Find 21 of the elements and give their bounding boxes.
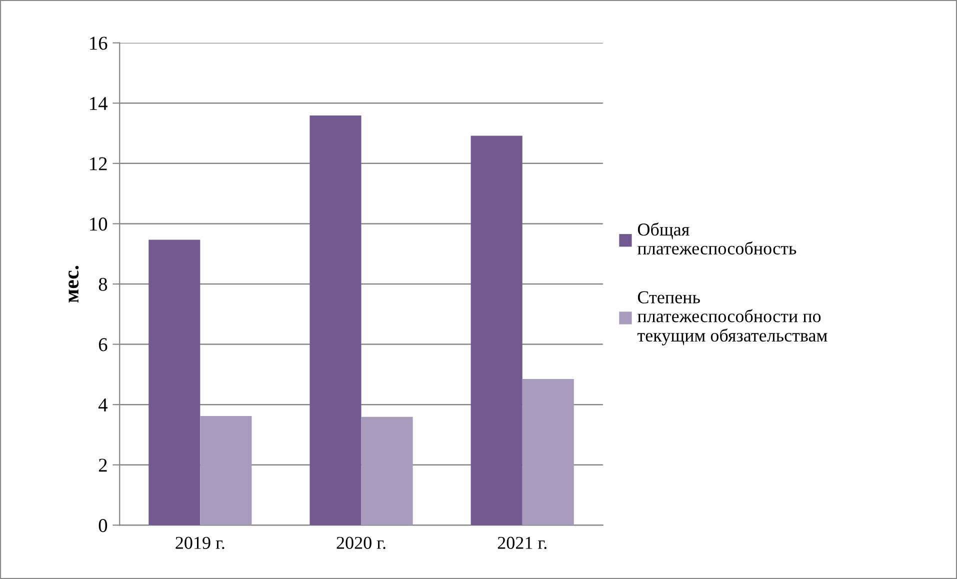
legend-label: Степень платежеспособности по текущим обязательствам (637, 291, 828, 346)
y-tick-label: 10 (90, 218, 108, 231)
x-tick-label: 2019 г. (176, 536, 224, 550)
y-tick-label: 2 (98, 458, 107, 472)
y-axis-title: мес. (68, 266, 79, 303)
y-tick-label: 8 (98, 278, 108, 291)
x-tick-label: 2020 г. (336, 536, 386, 550)
bar (200, 416, 252, 526)
y-tick-label: 12 (90, 157, 107, 170)
x-tick-label: 2021 г. (498, 536, 546, 550)
bar (470, 136, 522, 526)
y-tick-label: 14 (90, 97, 108, 110)
y-tick-label: 6 (98, 338, 108, 352)
y-tick-label: 0 (98, 518, 108, 532)
bar (361, 416, 413, 526)
bar (310, 115, 362, 526)
bar (148, 240, 200, 526)
y-tick-label: 16 (90, 36, 108, 50)
bar (522, 378, 574, 526)
y-tick-label: 4 (98, 398, 108, 412)
legend-label: Общая платежеспособность (638, 222, 796, 255)
